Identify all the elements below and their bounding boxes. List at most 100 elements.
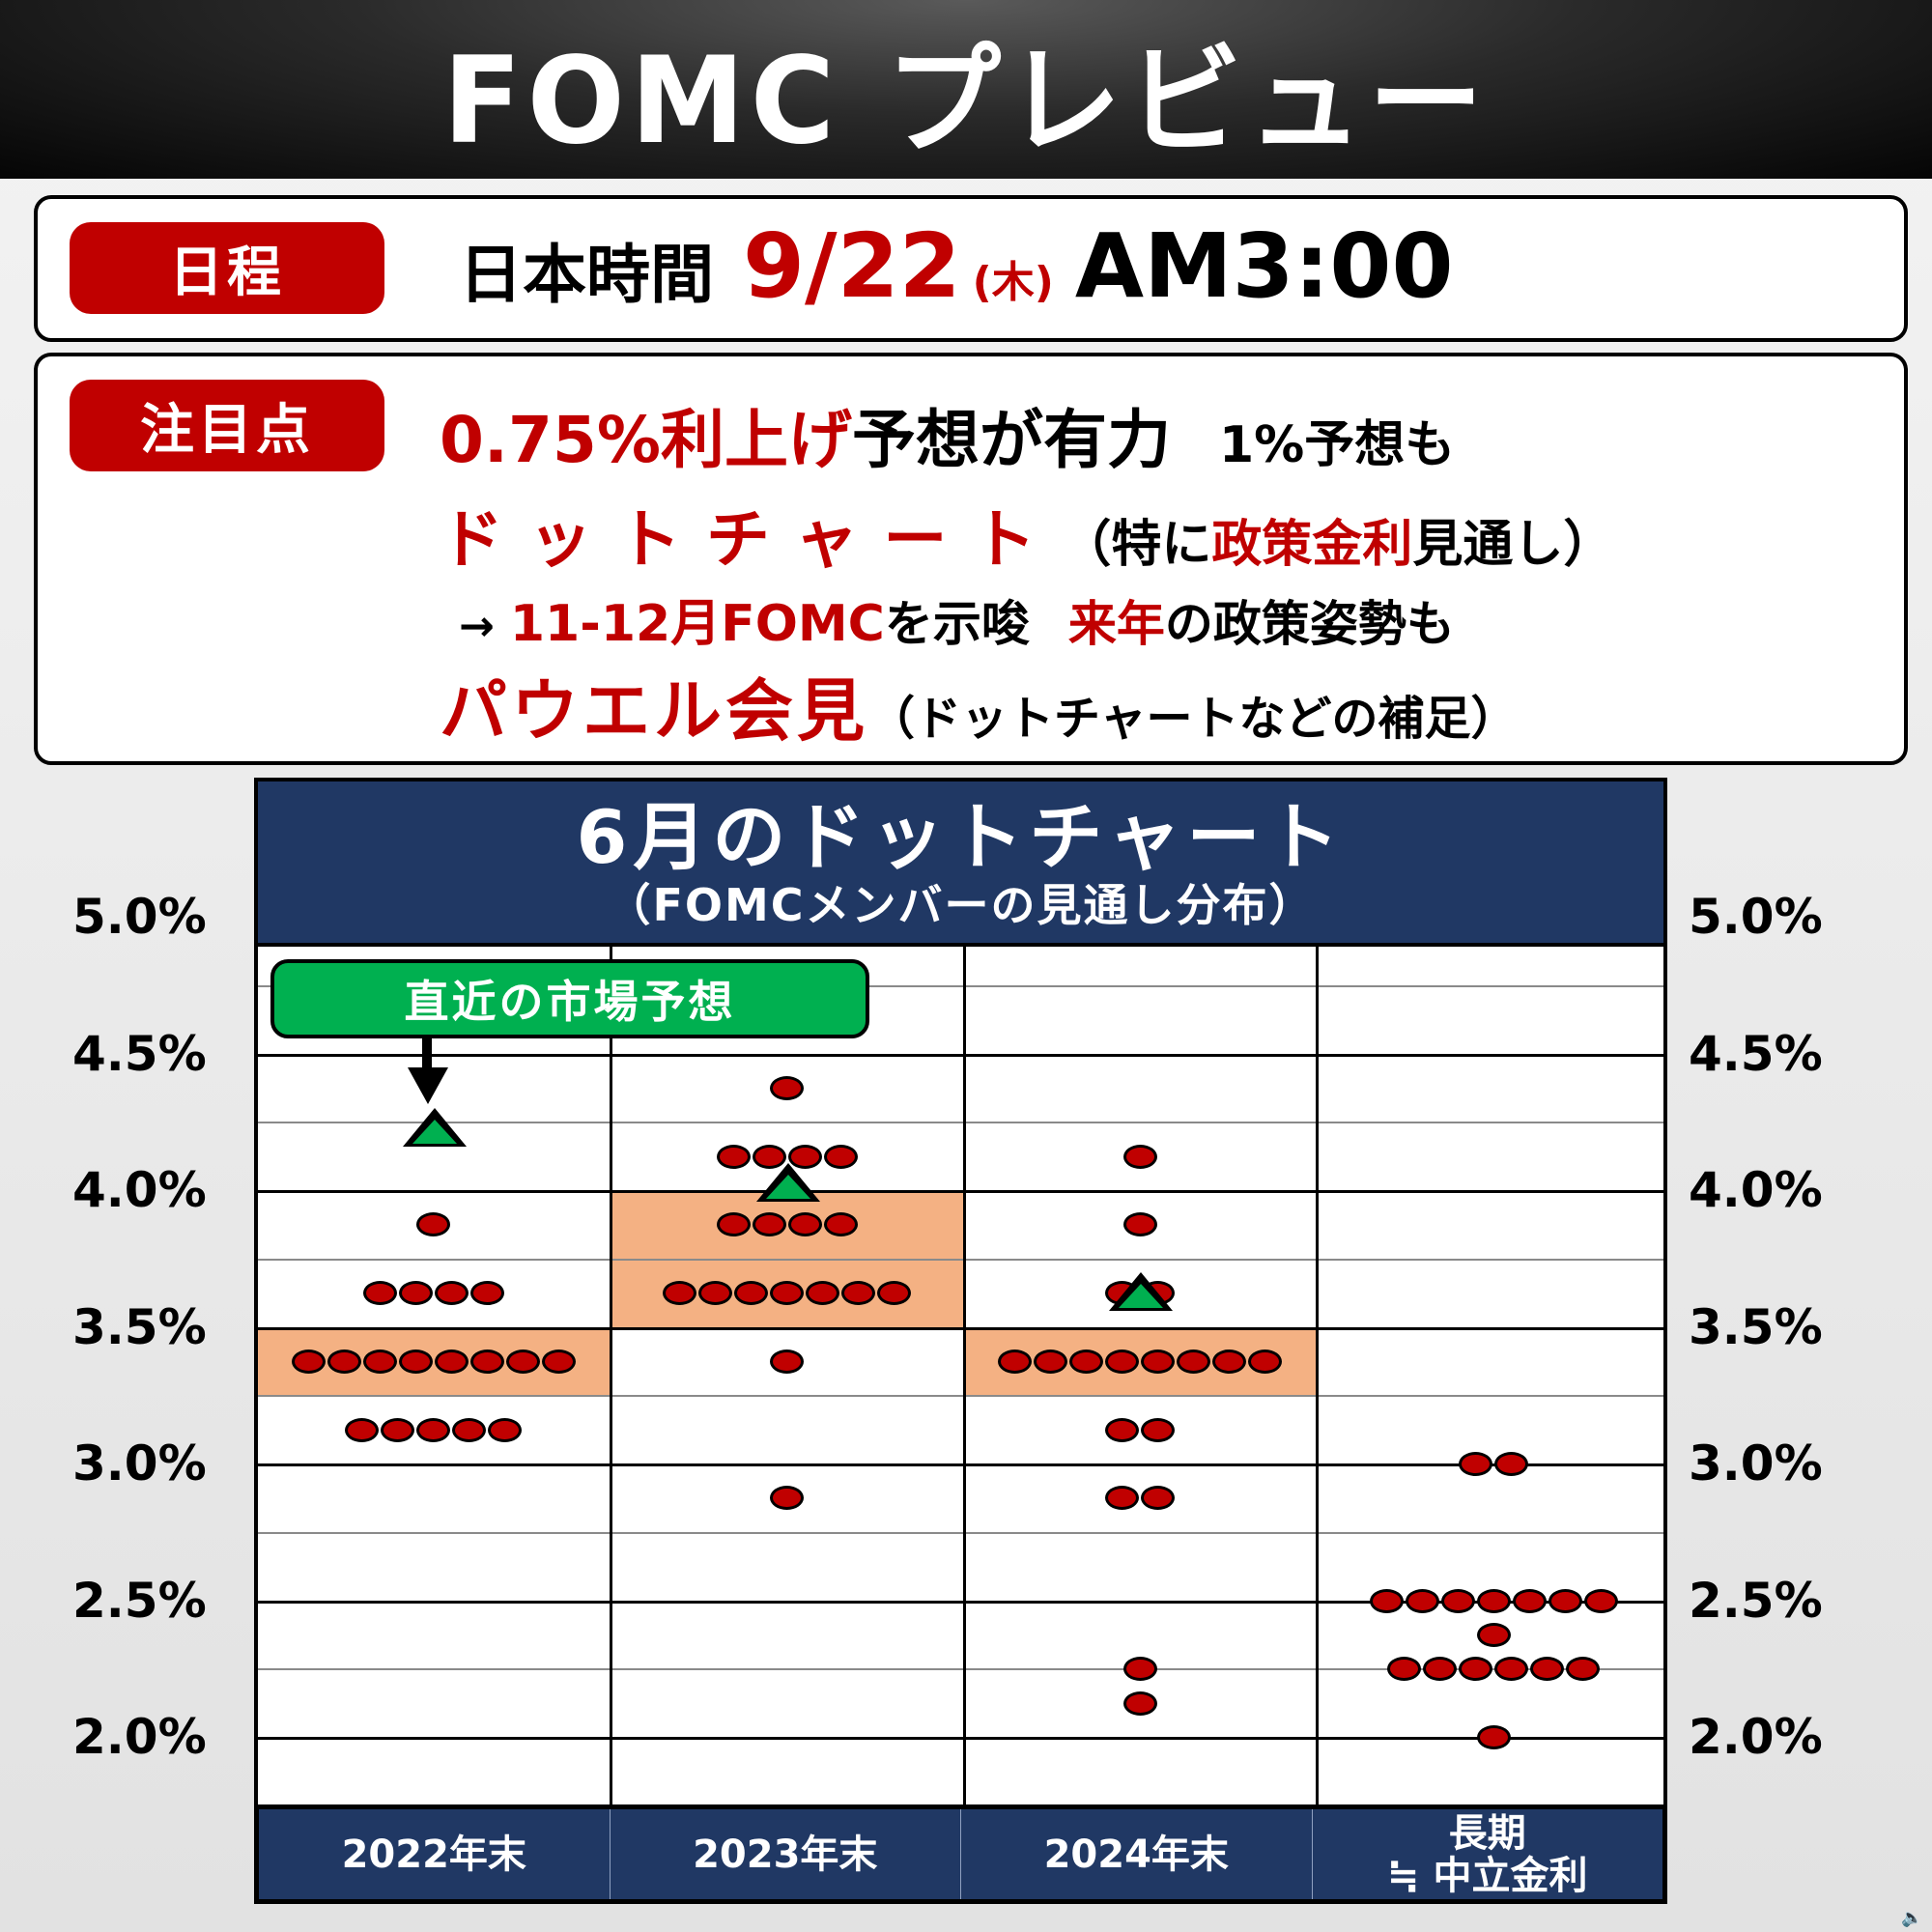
y-label: 2.5% [72,1573,207,1629]
y-label: 3.0% [72,1435,207,1492]
triangle-fill [765,1175,810,1199]
callout-arrow-shaft [422,1038,432,1071]
y-label: 4.0% [1689,1162,1823,1218]
y-label: 5.0% [72,889,207,945]
participant-dot [434,1281,469,1306]
participant-dot [327,1349,361,1374]
participant-dot [716,1212,751,1237]
x-label-2023: 2023年末 [611,1809,961,1899]
participant-dot [291,1349,326,1374]
triangle-fill [1119,1284,1164,1309]
gridline [258,1190,1663,1193]
participant-dot [806,1281,840,1306]
market-expectation-callout: 直近の市場予想 [270,959,869,1038]
plot-area [254,947,1667,1804]
participant-dot [345,1417,380,1442]
participant-dot [505,1349,540,1374]
participant-dot [663,1281,697,1306]
chart-title: 6月のドットチャート [576,794,1346,880]
x-label-longer-run: 長期 ≒ 中立金利 [1387,1810,1588,1898]
participant-dot [787,1212,822,1237]
gridline [258,1463,1663,1466]
x-axis-footer: 2022年末 2023年末 2024年末 長期 ≒ 中立金利 [254,1804,1667,1904]
participant-dot [1387,1657,1422,1682]
participant-dot [1548,1588,1582,1613]
participant-dot [841,1281,876,1306]
participant-dot [1248,1349,1283,1374]
participant-dot [488,1417,523,1442]
y-label: 4.5% [1689,1026,1823,1082]
participant-dot [734,1281,769,1306]
participant-dot [1141,1417,1176,1442]
participant-dot [398,1349,433,1374]
participant-dot [1530,1657,1565,1682]
gridline [258,1737,1663,1740]
chart-subtitle: （FOMCメンバーの見通し分布） [606,879,1316,931]
participant-dot [770,1075,805,1100]
participant-dot [770,1486,805,1511]
column-divider [962,947,966,1804]
gridline [258,1600,1663,1604]
point-line-3: → 11-12月FOMCを示唆 来年の政策姿勢も [459,595,1455,653]
participant-dot [823,1144,858,1169]
page-title: FOMC プレビュー [442,31,1490,171]
participant-dot [1122,1657,1157,1682]
participant-dot [770,1349,805,1374]
participant-dot [541,1349,576,1374]
y-label: 3.5% [72,1299,207,1355]
participant-dot [1122,1144,1157,1169]
participant-dot [1122,1690,1157,1716]
participant-dot [998,1349,1033,1374]
column-divider [1316,947,1320,1804]
points-tag: 注目点 [70,380,384,471]
column-divider [609,947,612,1804]
triangle-fill [412,1120,457,1145]
gridline [258,984,1663,987]
participant-dot [1512,1588,1547,1613]
participant-dot [1459,1657,1493,1682]
gridline [258,1531,1663,1534]
gridline [258,1053,1663,1057]
participant-dot [1122,1212,1157,1237]
point-line-1: 0.75%利上げ予想が有力 1%予想も [440,403,1456,477]
participant-dot [1141,1349,1176,1374]
participant-dot [452,1417,487,1442]
schedule-time: AM3:00 [1074,214,1454,318]
participant-dot [1476,1725,1511,1749]
y-label: 2.5% [1689,1573,1823,1629]
participant-dot [823,1212,858,1237]
schedule-prefix: 日本時間 [459,238,714,312]
y-label: 2.0% [72,1709,207,1765]
gridline [258,1258,1663,1261]
participant-dot [1494,1657,1529,1682]
point-line-2: ドットチャート（特に政策金利見通し） [440,502,1614,577]
y-label: 3.5% [1689,1299,1823,1355]
participant-dot [469,1349,504,1374]
participant-dot [416,1212,451,1237]
x-label-2022: 2022年末 [259,1809,611,1899]
participant-dot [770,1281,805,1306]
gridline [258,1122,1663,1124]
participant-dot [362,1281,397,1306]
schedule-tag: 日程 [70,222,384,314]
speaker-icon[interactable]: 🔈 [1901,1908,1923,1928]
title-banner: FOMC プレビュー [0,0,1932,179]
participant-dot [1566,1657,1601,1682]
participant-dot [1212,1349,1247,1374]
participant-dot [1583,1588,1618,1613]
participant-dot [752,1212,786,1237]
participant-dot [1034,1349,1068,1374]
participant-dot [1459,1452,1493,1476]
participant-dot [1069,1349,1104,1374]
y-label: 2.0% [1689,1709,1823,1765]
participant-dot [698,1281,733,1306]
participant-dot [877,1281,912,1306]
participant-dot [434,1349,469,1374]
y-label: 4.5% [72,1026,207,1082]
participant-dot [469,1281,504,1306]
point-line-4: パウエル会見（ドットチャートなどの補足） [440,671,1518,751]
gridline [258,1395,1663,1398]
participant-dot [1476,1622,1511,1647]
y-label: 4.0% [72,1162,207,1218]
participant-dot [1177,1349,1211,1374]
